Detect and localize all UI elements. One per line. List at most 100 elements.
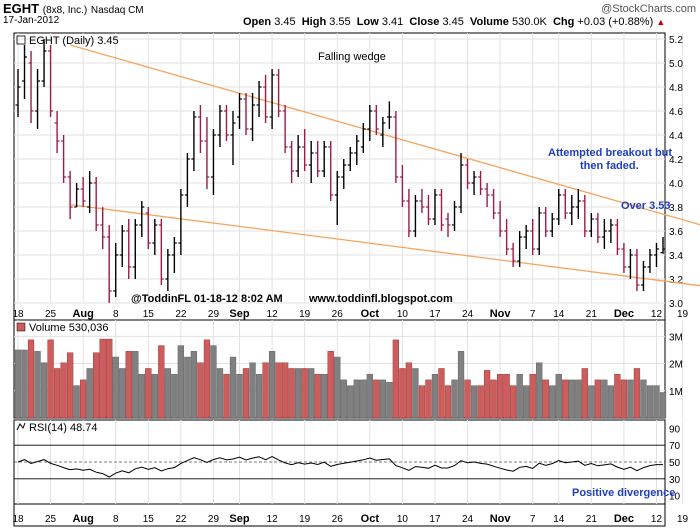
- volume-bar: [549, 385, 556, 419]
- ohlc-bar: [569, 195, 575, 225]
- ohlc-bar: [28, 51, 34, 123]
- ohlc-bar: [373, 105, 379, 135]
- close-value: 3.45: [442, 16, 464, 28]
- ohlc-bar: [354, 135, 360, 165]
- volume-bar: [223, 373, 230, 419]
- volume-bar: [523, 385, 530, 419]
- volume-bar: [457, 351, 465, 419]
- volume-bar: [581, 368, 588, 419]
- volume-legend-icon: [16, 322, 26, 332]
- ohlc-bar: [80, 177, 86, 207]
- x-tick-label-top: 18: [12, 309, 24, 320]
- x-tick-label-bottom: 12: [651, 514, 663, 525]
- price-tick-label: 3.6: [669, 227, 683, 238]
- ohlc-bar: [556, 189, 562, 225]
- ohlc-bar: [308, 141, 314, 183]
- ohlc-bar: [321, 141, 327, 177]
- x-tick-label-bottom: 7: [530, 514, 536, 525]
- ohlc-bar: [588, 213, 594, 237]
- volume-bar: [425, 379, 432, 419]
- volume-bar: [477, 385, 484, 419]
- ohlc-bar: [295, 135, 301, 177]
- volume-bar: [197, 362, 204, 419]
- x-tick-label-top: Dec: [614, 308, 634, 320]
- volume-bar: [575, 379, 582, 419]
- volume-bar: [47, 339, 54, 419]
- ohlc-bar: [269, 69, 275, 129]
- price-tick-label: 3.2: [669, 275, 683, 286]
- x-tick-label-top: Nov: [490, 308, 512, 320]
- ohlc-bar: [484, 183, 490, 207]
- x-tick-label-top: 10: [397, 309, 409, 320]
- x-tick-label-top: 12: [651, 309, 663, 320]
- x-tick-label-top: 26: [332, 309, 344, 320]
- volume-bar: [353, 379, 360, 419]
- x-tick-label-bottom: 10: [397, 514, 409, 525]
- x-tick-label-top: 14: [553, 309, 565, 320]
- volume-bar: [451, 379, 458, 419]
- volume-value: 530.0K: [511, 16, 547, 28]
- volume-bar: [405, 362, 413, 419]
- low-label: Low: [356, 16, 379, 28]
- x-tick-label-bottom: 14: [553, 514, 565, 525]
- volume-bar: [99, 338, 106, 419]
- volume-bar: [627, 379, 634, 419]
- x-tick-label-top: 21: [586, 309, 598, 320]
- ohlc-bar: [497, 201, 503, 237]
- ohlc-bar: [543, 207, 549, 237]
- volume-bar: [86, 368, 93, 419]
- x-tick-label-bottom: 25: [45, 514, 57, 525]
- volume-bar: [412, 368, 419, 419]
- volume-bar: [190, 351, 198, 419]
- site-watermark: www.toddinfl.blogspot.com: [308, 293, 453, 305]
- close-label: Close: [409, 16, 440, 28]
- ohlc-bar: [341, 159, 347, 189]
- ohlc-bar: [406, 189, 412, 237]
- x-tick-label-top: 8: [113, 309, 119, 320]
- volume-bar: [184, 356, 191, 419]
- rsi-legend: [16, 422, 26, 431]
- ohlc-bar: [132, 219, 138, 279]
- x-tick-label-bottom: 21: [586, 514, 598, 525]
- open-value: 3.45: [274, 16, 296, 28]
- rsi-tick-label: 10: [669, 492, 681, 503]
- x-tick-label-bottom: 24: [462, 514, 474, 525]
- volume-bar: [80, 379, 87, 419]
- x-tick-label-top: Aug: [72, 308, 93, 320]
- volume-bar: [288, 368, 295, 419]
- ohlc-bar: [145, 207, 151, 249]
- ohlc-bar: [204, 117, 210, 189]
- ohlc-bar: [165, 249, 171, 291]
- volume-bar: [347, 385, 354, 419]
- quote-summary: Open 3.45 High 3.55 Low 3.41 Close 3.45 …: [243, 16, 665, 28]
- volume-bar: [145, 368, 152, 419]
- volume-bar: [210, 345, 217, 419]
- volume-bar: [177, 345, 185, 419]
- volume-bar: [301, 368, 308, 419]
- ohlc-bar: [647, 249, 653, 273]
- ohlc-bar: [412, 195, 418, 237]
- ohlc-bar: [517, 231, 523, 267]
- price-tick-label: 5.0: [669, 59, 683, 70]
- price-tick-label: 4.0: [669, 179, 683, 190]
- volume-bar: [601, 379, 608, 419]
- ohlc-bar: [530, 219, 536, 255]
- ohlc-bar: [119, 225, 125, 267]
- x-tick-label-top: 19: [677, 309, 689, 320]
- wedge-lower-trendline: [70, 203, 700, 287]
- ohlc-bar: [419, 189, 425, 213]
- volume-bar: [470, 385, 478, 419]
- ohlc-bar: [276, 69, 282, 117]
- ohlc-bar: [113, 243, 119, 297]
- ohlc-bar: [61, 135, 67, 183]
- ohlc-bar: [263, 75, 269, 123]
- volume-bar: [379, 379, 386, 419]
- volume-bar: [73, 385, 80, 419]
- ohlc-bar: [445, 213, 451, 237]
- volume-bar: [490, 379, 497, 419]
- volume-bar: [496, 373, 504, 419]
- ohlc-bar: [315, 141, 321, 177]
- ohlc-bar: [289, 141, 295, 183]
